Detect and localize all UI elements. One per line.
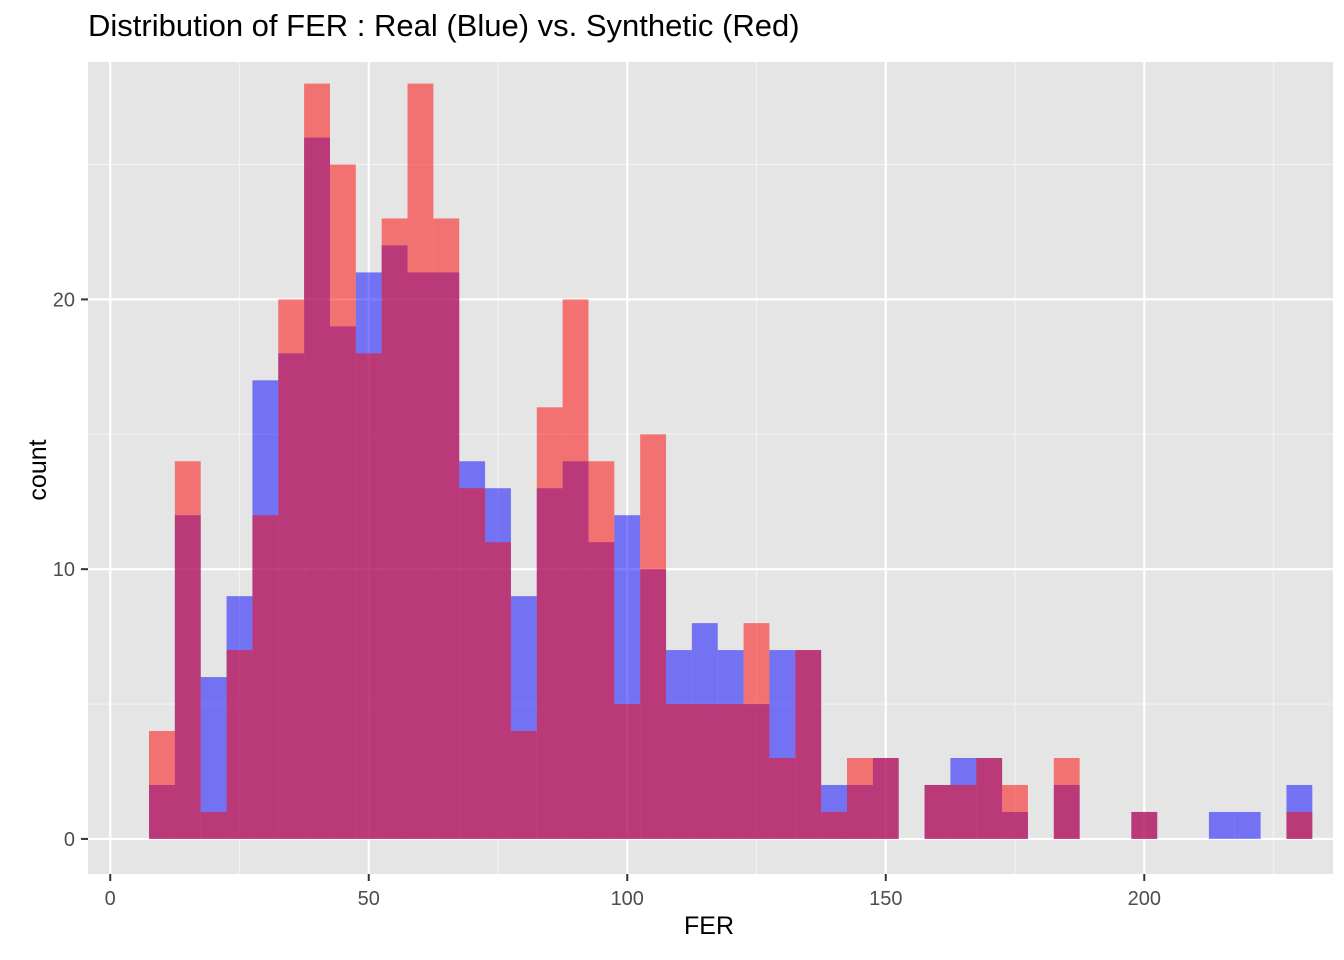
synthetic-series-bars — [149, 83, 1313, 839]
y-axis-label: count — [24, 439, 53, 501]
synthetic-bar — [795, 650, 822, 839]
y-tick-label: 20 — [53, 289, 75, 311]
x-tick-label: 0 — [105, 888, 116, 910]
y-tick-label: 0 — [64, 829, 75, 851]
synthetic-bar — [200, 811, 227, 839]
synthetic-bar — [872, 758, 899, 839]
x-axis-label: FER — [684, 912, 734, 940]
synthetic-bar — [536, 407, 563, 839]
synthetic-bar — [1002, 784, 1028, 839]
synthetic-bar — [614, 704, 641, 839]
synthetic-bar — [329, 164, 356, 839]
synthetic-bar — [691, 704, 718, 839]
synthetic-bar — [433, 218, 460, 839]
x-tick-label: 50 — [358, 888, 380, 910]
synthetic-bar — [510, 731, 537, 839]
synthetic-bar — [562, 299, 589, 839]
synthetic-bar — [821, 811, 847, 839]
synthetic-bar — [459, 488, 486, 839]
synthetic-bar — [717, 704, 744, 839]
synthetic-bar — [252, 515, 279, 839]
x-tick-label: 200 — [1128, 888, 1161, 910]
synthetic-bar — [355, 353, 382, 839]
synthetic-bar — [407, 83, 434, 839]
real-bar — [1234, 811, 1261, 839]
axis-ticks — [81, 298, 1146, 881]
tick-labels: 0 50 100 150 200 0 10 20 — [53, 289, 1161, 910]
synthetic-bar — [976, 758, 1003, 839]
synthetic-bar — [588, 461, 615, 839]
synthetic-bar — [485, 542, 511, 839]
synthetic-bar — [743, 623, 770, 839]
y-tick-label: 10 — [53, 559, 75, 581]
synthetic-bar — [174, 461, 201, 839]
synthetic-bar — [149, 731, 175, 839]
synthetic-bar — [1053, 758, 1080, 839]
synthetic-bar — [640, 434, 667, 839]
synthetic-bar — [278, 299, 305, 839]
synthetic-bar — [846, 758, 873, 839]
synthetic-bar — [1131, 811, 1158, 839]
synthetic-bar — [381, 218, 408, 839]
synthetic-bar — [1286, 811, 1313, 839]
synthetic-bar — [226, 650, 253, 839]
synthetic-bar — [769, 758, 796, 839]
real-bar — [1208, 811, 1235, 839]
synthetic-bar — [924, 784, 951, 839]
synthetic-bar — [950, 784, 977, 839]
synthetic-bar — [666, 704, 692, 839]
chart-title: Distribution of FER : Real (Blue) vs. Sy… — [88, 8, 800, 43]
synthetic-bar — [304, 83, 330, 839]
x-tick-label: 150 — [869, 888, 902, 910]
x-tick-label: 100 — [611, 888, 644, 910]
